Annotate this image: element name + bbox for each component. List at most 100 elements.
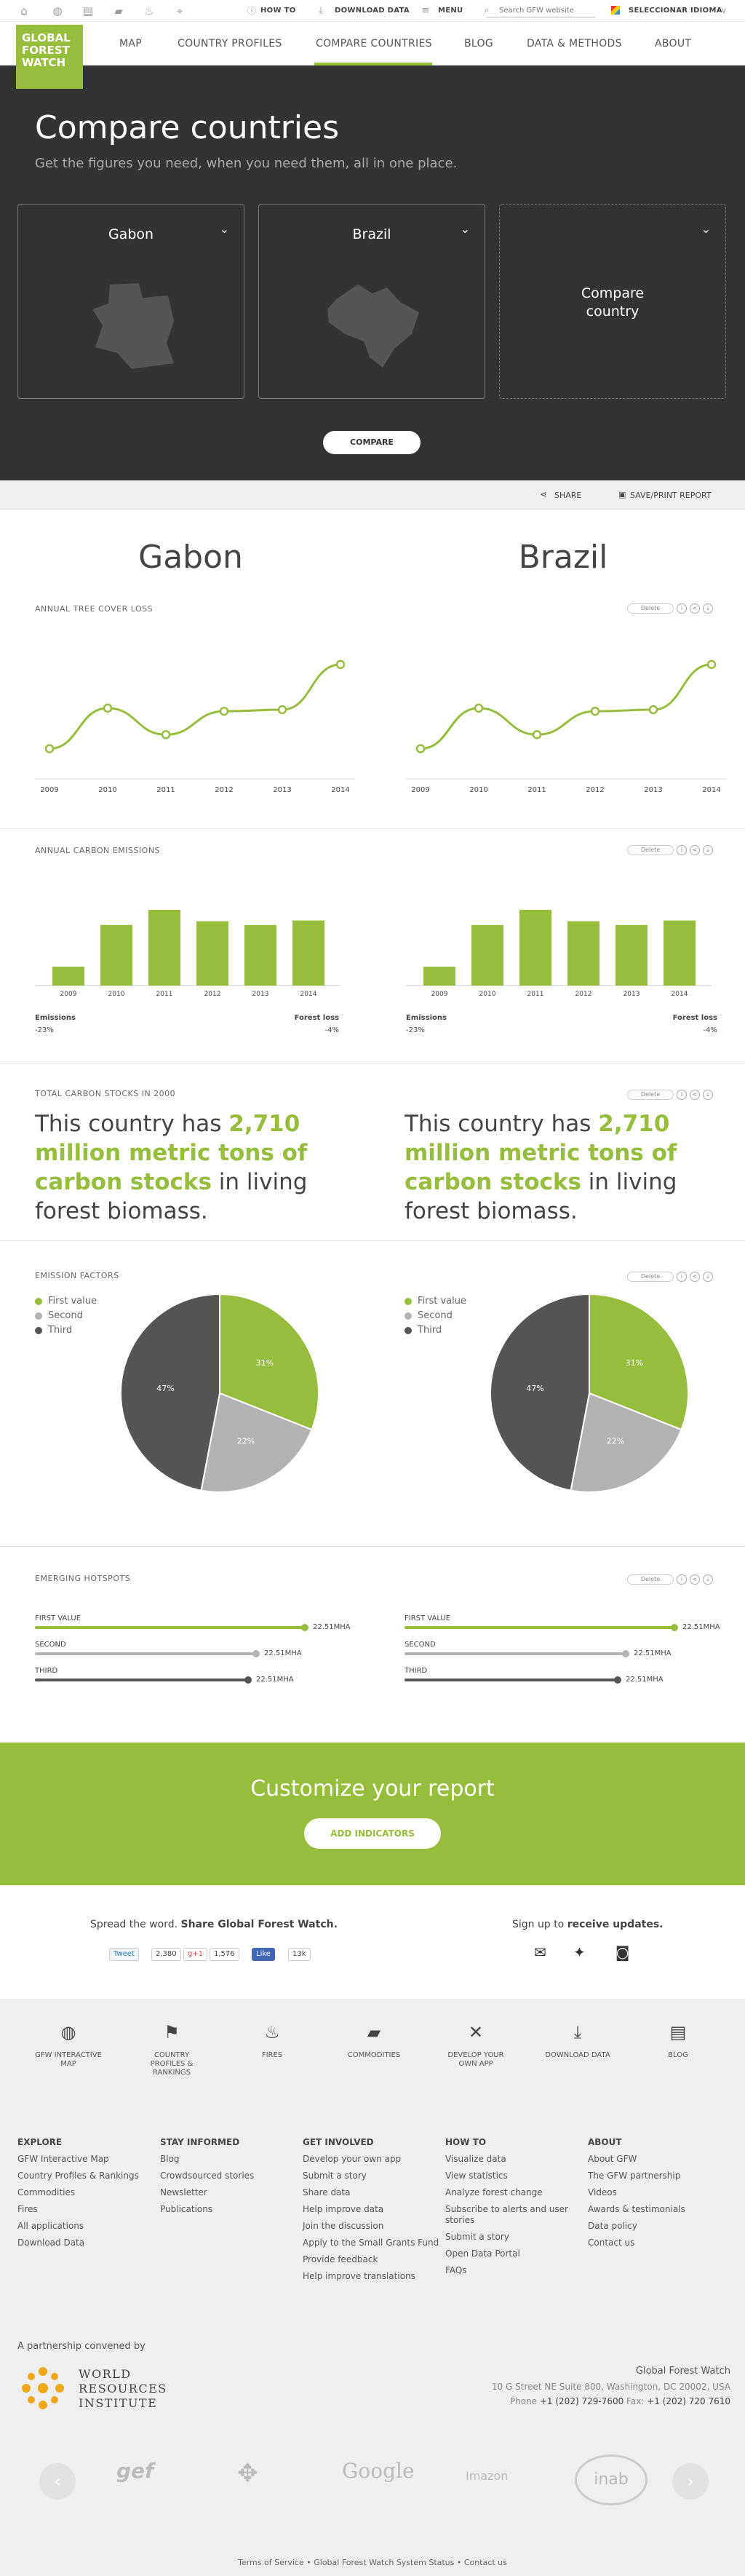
facebook-like-button[interactable]: Like <box>252 1948 275 1961</box>
footer-link[interactable]: Analyze forest change <box>445 2187 543 2197</box>
nav-compare-countries[interactable]: COMPARE COUNTRIES <box>316 38 432 49</box>
footer-link-download-data[interactable]: ⤓ DOWNLOAD DATA <box>541 2024 614 2060</box>
tweet-button[interactable]: Tweet <box>109 1948 139 1961</box>
info-icon[interactable]: i <box>677 845 687 855</box>
chevron-down-icon[interactable]: ⌄ <box>460 222 470 236</box>
instagram-icon[interactable]: ◙ <box>615 1943 630 1961</box>
download-icon[interactable]: ⤓ <box>703 603 713 614</box>
info-icon[interactable]: i <box>677 1574 687 1585</box>
share-button[interactable]: SHARE <box>554 491 582 500</box>
share-icon[interactable]: < <box>690 1090 700 1100</box>
info-icon[interactable]: i <box>677 1090 687 1100</box>
search-input[interactable] <box>486 4 595 17</box>
footer-link[interactable]: Develop your own app <box>303 2154 402 2164</box>
footer-link[interactable]: About GFW <box>588 2154 637 2164</box>
wri-logo-icon[interactable] <box>17 2363 68 2414</box>
footer-link[interactable]: Help improve data <box>303 2204 384 2214</box>
save-print-button[interactable]: SAVE/PRINT REPORT <box>630 491 712 500</box>
home-icon[interactable]: ⌂ <box>20 4 28 17</box>
delete-button[interactable]: Delete <box>627 603 674 614</box>
footer-link[interactable]: Submit a story <box>303 2171 367 2181</box>
add-indicators-button[interactable]: ADD INDICATORS <box>304 1818 441 1849</box>
footer-link[interactable]: Crowdsourced stories <box>160 2171 255 2181</box>
footer-link[interactable]: Contact us <box>588 2238 635 2248</box>
footer-link[interactable]: Commodities <box>17 2187 76 2197</box>
nav-data-methods[interactable]: DATA & METHODS <box>527 38 622 49</box>
partner-logo-imazon[interactable]: Imazon <box>466 2469 509 2483</box>
footer-link[interactable]: Videos <box>588 2187 617 2197</box>
footer-link-blog[interactable]: ▤ BLOG <box>642 2024 714 2060</box>
footer-link-fires[interactable]: ♨ FIRES <box>236 2024 308 2060</box>
nav-blog[interactable]: BLOG <box>464 38 493 49</box>
footer-link[interactable]: Visualize data <box>445 2154 506 2164</box>
footer-link[interactable]: View statistics <box>445 2171 508 2181</box>
footer-link[interactable]: Blog <box>160 2154 180 2164</box>
partner-logo-gef[interactable]: gef <box>116 2459 154 2483</box>
footer-link[interactable]: Newsletter <box>160 2187 207 2197</box>
partner-logo-emblem-icon[interactable]: ✥ <box>237 2459 258 2488</box>
partner-logo-google[interactable]: Google <box>342 2459 415 2483</box>
partners-prev-button[interactable]: ‹ <box>39 2463 76 2500</box>
footer-link[interactable]: FAQs <box>445 2265 467 2275</box>
footer-link[interactable]: Provide feedback <box>303 2254 378 2264</box>
footer-link-interactive-map[interactable]: ◍ GFW INTERACTIVE MAP <box>32 2024 105 2069</box>
footer-link[interactable]: Apply to the Small Grants Fund <box>303 2238 439 2248</box>
footer-link[interactable]: Country Profiles & Rankings <box>17 2171 139 2181</box>
pin-icon[interactable]: ⌖ <box>176 4 183 17</box>
footer-link[interactable]: All applications <box>17 2221 84 2231</box>
share-icon[interactable]: < <box>690 603 700 614</box>
footer-link[interactable]: Download Data <box>17 2238 85 2248</box>
country-selector-3[interactable]: ⌄ Compare country <box>499 204 726 399</box>
share-icon[interactable]: < <box>690 845 700 855</box>
download-icon[interactable]: ⤓ <box>703 1272 713 1282</box>
footer-link[interactable]: Subscribe to alerts and user stories <box>445 2204 568 2225</box>
delete-button[interactable]: Delete <box>627 845 674 855</box>
how-to-link[interactable]: HOW TO <box>260 7 296 15</box>
info-icon[interactable]: i <box>677 1272 687 1282</box>
nav-about[interactable]: ABOUT <box>655 38 692 49</box>
menu-link[interactable]: MENU <box>438 7 463 15</box>
info-icon[interactable]: i <box>677 603 687 614</box>
footer-link[interactable]: Share data <box>303 2187 351 2197</box>
globe-icon[interactable]: ◍ <box>52 4 63 17</box>
country-selector-1[interactable]: Gabon ⌄ <box>17 204 244 399</box>
email-icon[interactable]: ✉ <box>534 1943 546 1961</box>
document-icon[interactable]: ▤ <box>82 4 94 17</box>
download-data-link[interactable]: DOWNLOAD DATA <box>335 7 410 15</box>
google-plus-button[interactable]: g+1 <box>183 1948 208 1961</box>
download-icon[interactable]: ⤓ <box>703 845 713 855</box>
nav-map[interactable]: MAP <box>119 38 142 49</box>
delete-button[interactable]: Delete <box>627 1272 674 1282</box>
partners-next-button[interactable]: › <box>672 2463 709 2500</box>
footer-link[interactable]: Join the discussion <box>303 2221 384 2231</box>
partner-logo-inab[interactable]: inab <box>575 2454 648 2505</box>
footer-link[interactable]: Submit a story <box>445 2232 509 2242</box>
footer-link[interactable]: Publications <box>160 2204 213 2214</box>
nav-country-profiles[interactable]: COUNTRY PROFILES <box>178 38 282 49</box>
footer-link[interactable]: Fires <box>17 2204 38 2214</box>
share-icon[interactable]: < <box>690 1272 700 1282</box>
footer-link-develop-app[interactable]: ✕ DEVELOP YOUR OWN APP <box>439 2024 512 2069</box>
delete-button[interactable]: Delete <box>627 1574 674 1585</box>
footer-link[interactable]: The GFW partnership <box>588 2171 681 2181</box>
footer-link[interactable]: Awards & testimonials <box>588 2204 685 2214</box>
truck-icon[interactable]: ▰ <box>114 4 123 17</box>
chevron-down-icon[interactable]: ∨ <box>720 6 728 15</box>
chevron-down-icon[interactable]: ⌄ <box>701 222 711 236</box>
footer-link[interactable]: Help improve translations <box>303 2271 415 2281</box>
fire-icon[interactable]: ♨ <box>144 4 154 17</box>
twitter-icon[interactable]: ✦ <box>573 1943 586 1961</box>
delete-button[interactable]: Delete <box>627 1090 674 1100</box>
gfw-logo[interactable]: GLOBAL FOREST WATCH <box>16 25 83 89</box>
chevron-down-icon[interactable]: ⌄ <box>219 222 229 236</box>
footer-link[interactable]: GFW Interactive Map <box>17 2154 109 2164</box>
country-selector-2[interactable]: Brazil ⌄ <box>258 204 485 399</box>
download-icon[interactable]: ⤓ <box>703 1574 713 1585</box>
footer-link-country-profiles[interactable]: ⚑ COUNTRY PROFILES & RANKINGS <box>135 2024 208 2077</box>
download-icon[interactable]: ⤓ <box>703 1090 713 1100</box>
footer-link-commodities[interactable]: ▰ COMMODITIES <box>338 2024 410 2060</box>
bottom-links[interactable]: Terms of Service • Global Forest Watch S… <box>238 2558 507 2567</box>
language-selector[interactable]: SELECCIONAR IDIOMA <box>629 7 722 15</box>
footer-link[interactable]: Data policy <box>588 2221 637 2231</box>
footer-link[interactable]: Open Data Portal <box>445 2248 520 2259</box>
